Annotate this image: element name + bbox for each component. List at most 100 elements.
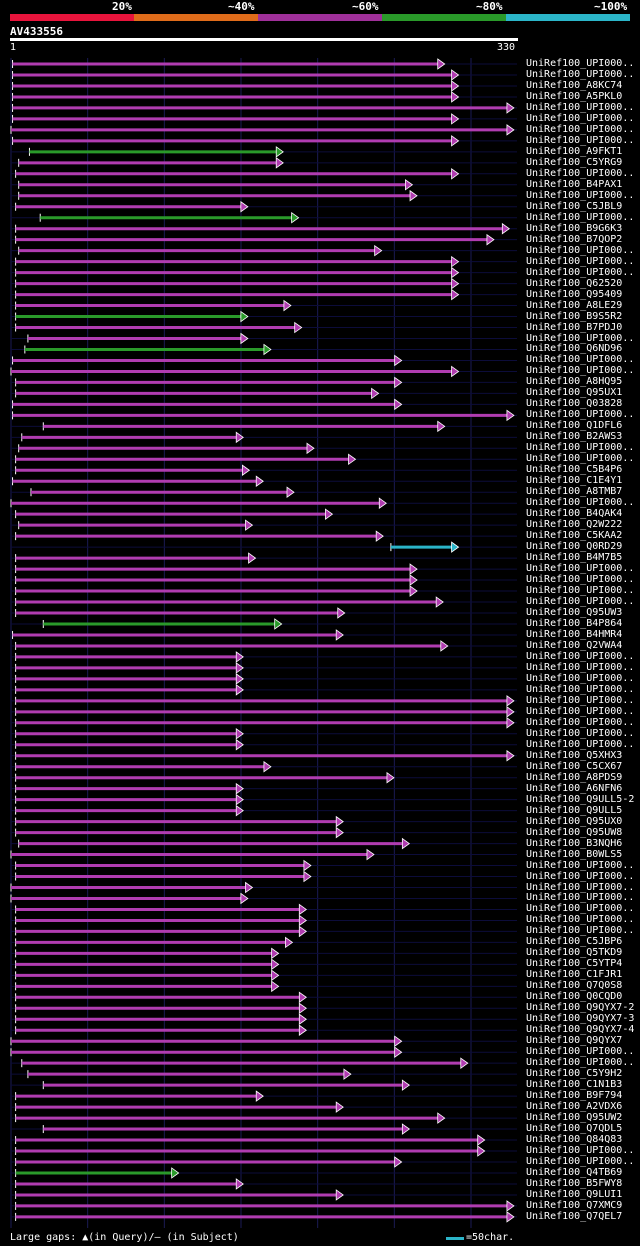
hit-label[interactable]: UniRef100_UPI000..: [526, 1057, 635, 1069]
hit-label[interactable]: UniRef100_Q03828: [526, 398, 623, 410]
hit-label[interactable]: UniRef100_UPI000..: [526, 1046, 635, 1058]
hit-label[interactable]: UniRef100_UPI000..: [526, 244, 635, 256]
hit-label[interactable]: UniRef100_C5YTP4: [526, 958, 623, 970]
hit-label[interactable]: UniRef100_C5Y9H2: [526, 1068, 623, 1080]
hit-label[interactable]: UniRef100_UPI000..: [526, 683, 635, 695]
hit-label[interactable]: UniRef100_B9F794: [526, 1090, 623, 1102]
hit-label[interactable]: UniRef100_UPI000..: [526, 442, 635, 454]
hit-label[interactable]: UniRef100_Q6ND96: [526, 343, 623, 355]
hit-label[interactable]: UniRef100_Q9QYX7-2: [526, 1002, 635, 1014]
hit-label[interactable]: UniRef100_Q9ULL5: [526, 804, 623, 816]
hit-label[interactable]: UniRef100_Q95UW2: [526, 1112, 623, 1124]
hit-label[interactable]: UniRef100_C5KAA2: [526, 530, 623, 542]
hit-label[interactable]: UniRef100_Q9QYX7-4: [526, 1024, 635, 1036]
hit-label[interactable]: UniRef100_C5B4P6: [526, 464, 623, 476]
hit-label[interactable]: UniRef100_A6NFN6: [526, 782, 623, 794]
hit-label[interactable]: UniRef100_Q95409: [526, 288, 623, 300]
hit-label[interactable]: UniRef100_UPI000..: [526, 68, 635, 80]
hit-label[interactable]: UniRef100_Q95UW3: [526, 607, 623, 618]
hit-label[interactable]: UniRef100_UPI000..: [526, 672, 635, 684]
hit-label[interactable]: UniRef100_UPI000..: [526, 409, 635, 421]
hit-label[interactable]: UniRef100_Q95UW8: [526, 826, 623, 838]
hit-label[interactable]: UniRef100_Q7QDL5: [526, 1123, 623, 1135]
hit-label[interactable]: UniRef100_UPI000..: [526, 694, 635, 706]
hit-label[interactable]: UniRef100_Q1DFL6: [526, 420, 623, 432]
hit-label[interactable]: UniRef100_UPI000..: [526, 58, 635, 69]
hit-label[interactable]: UniRef100_UPI000..: [526, 903, 635, 915]
hit-label[interactable]: UniRef100_UPI000..: [526, 332, 635, 344]
hit-label[interactable]: UniRef100_C5YRG9: [526, 156, 623, 168]
hit-label[interactable]: UniRef100_UPI000..: [526, 211, 635, 223]
hit-label[interactable]: UniRef100_Q2VWA4: [526, 639, 623, 651]
hit-label[interactable]: UniRef100_A8PDS9: [526, 771, 623, 783]
hit-label[interactable]: UniRef100_Q0RD29: [526, 541, 623, 553]
hit-label[interactable]: UniRef100_A9FKT1: [526, 145, 623, 157]
hit-label[interactable]: UniRef100_UPI000..: [526, 354, 635, 366]
hit-label[interactable]: UniRef100_Q95UX1: [526, 387, 623, 399]
hit-label[interactable]: UniRef100_C5JBP6: [526, 936, 623, 948]
hit-label[interactable]: UniRef100_UPI000..: [526, 189, 635, 201]
hit-label[interactable]: UniRef100_UPI000..: [526, 123, 635, 135]
hit-label[interactable]: UniRef100_C1FJR1: [526, 969, 623, 981]
hit-label[interactable]: UniRef100_UPI000..: [526, 453, 635, 465]
hit-label[interactable]: UniRef100_Q7QEL7: [526, 1210, 623, 1222]
hit-label[interactable]: UniRef100_B9G6K3: [526, 222, 623, 234]
hit-label[interactable]: UniRef100_C1E4Y1: [526, 475, 623, 487]
hit-label[interactable]: UniRef100_UPI000..: [526, 650, 635, 662]
hit-label[interactable]: UniRef100_B0WLS5: [526, 848, 623, 860]
hit-label[interactable]: UniRef100_A5PKL0: [526, 90, 623, 102]
hit-label[interactable]: UniRef100_B7PDJ0: [526, 321, 623, 333]
hit-label[interactable]: UniRef100_UPI000..: [526, 914, 635, 926]
hit-label[interactable]: UniRef100_UPI000..: [526, 1156, 635, 1167]
hit-label[interactable]: UniRef100_UPI000..: [526, 563, 635, 575]
hit-label[interactable]: UniRef100_C1N1B3: [526, 1079, 623, 1091]
hit-label[interactable]: UniRef100_B9S5R2: [526, 310, 623, 322]
hit-label[interactable]: UniRef100_Q0CQD0: [526, 991, 623, 1003]
hit-label[interactable]: UniRef100_Q5XHX3: [526, 749, 623, 761]
hit-label[interactable]: UniRef100_UPI000..: [526, 881, 635, 893]
hit-label[interactable]: UniRef100_UPI000..: [526, 738, 635, 750]
hit-label[interactable]: UniRef100_B4HMR4: [526, 628, 623, 640]
hit-label[interactable]: UniRef100_B5FWY8: [526, 1177, 623, 1189]
hit-label[interactable]: UniRef100_Q7Q0S8: [526, 980, 623, 992]
hit-label[interactable]: UniRef100_C5CX67: [526, 760, 623, 772]
hit-label[interactable]: UniRef100_A8HQ95: [526, 376, 623, 388]
hit-label[interactable]: UniRef100_UPI000..: [526, 497, 635, 509]
hit-label[interactable]: UniRef100_B7QOP2: [526, 233, 623, 245]
hit-label[interactable]: UniRef100_UPI000..: [526, 255, 635, 267]
hit-label[interactable]: UniRef100_UPI000..: [526, 134, 635, 146]
hit-label[interactable]: UniRef100_UPI000..: [526, 870, 635, 882]
hit-label[interactable]: UniRef100_UPI000..: [526, 661, 635, 673]
hit-label[interactable]: UniRef100_Q84Q83: [526, 1134, 623, 1146]
hit-label[interactable]: UniRef100_UPI000..: [526, 112, 635, 124]
hit-label[interactable]: UniRef100_C5JBL9: [526, 200, 623, 212]
hit-label[interactable]: UniRef100_A8TMB7: [526, 486, 623, 498]
hit-label[interactable]: UniRef100_Q4TB69: [526, 1166, 623, 1178]
hit-label[interactable]: UniRef100_UPI000..: [526, 101, 635, 113]
hit-label[interactable]: UniRef100_B4PAX1: [526, 178, 623, 190]
hit-label[interactable]: UniRef100_UPI000..: [526, 596, 635, 608]
hit-label[interactable]: UniRef100_A8LE29: [526, 299, 623, 311]
hit-label[interactable]: UniRef100_Q9ULL5-2: [526, 793, 635, 805]
hit-label[interactable]: UniRef100_Q95UX0: [526, 815, 623, 827]
hit-label[interactable]: UniRef100_Q62520: [526, 277, 623, 289]
hit-label[interactable]: UniRef100_UPI000..: [526, 716, 635, 728]
hit-label[interactable]: UniRef100_B2AWS3: [526, 431, 623, 443]
hit-label[interactable]: UniRef100_B4P864: [526, 617, 623, 629]
hit-label[interactable]: UniRef100_Q9LUI1: [526, 1188, 623, 1200]
hit-label[interactable]: UniRef100_Q2W222: [526, 519, 623, 531]
hit-label[interactable]: UniRef100_UPI000..: [526, 266, 635, 278]
hit-label[interactable]: UniRef100_Q7XMC9: [526, 1199, 623, 1211]
hit-label[interactable]: UniRef100_UPI000..: [526, 585, 635, 597]
hit-label[interactable]: UniRef100_Q9QYX7-3: [526, 1013, 635, 1025]
hit-label[interactable]: UniRef100_Q9QYX7: [526, 1035, 623, 1047]
hit-label[interactable]: UniRef100_UPI000..: [526, 365, 635, 377]
hit-label[interactable]: UniRef100_UPI000..: [526, 167, 635, 179]
hit-label[interactable]: UniRef100_UPI000..: [526, 892, 635, 904]
hit-label[interactable]: UniRef100_B4M7B5: [526, 552, 623, 564]
hit-label[interactable]: UniRef100_UPI000..: [526, 1145, 635, 1157]
hit-label[interactable]: UniRef100_Q5TKD9: [526, 947, 623, 959]
hit-label[interactable]: UniRef100_UPI000..: [526, 727, 635, 739]
hit-label[interactable]: UniRef100_A8KC74: [526, 79, 623, 91]
hit-label[interactable]: UniRef100_B3NQH6: [526, 837, 623, 849]
